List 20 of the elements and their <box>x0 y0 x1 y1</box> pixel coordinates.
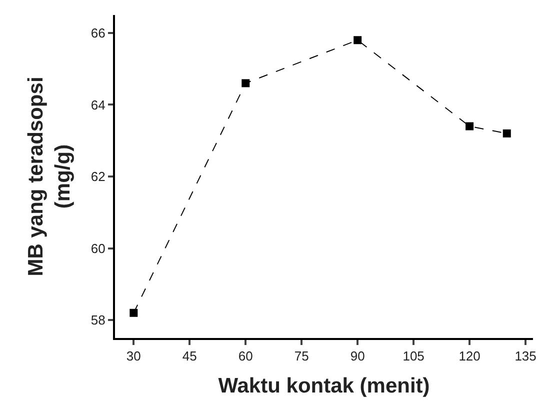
point <box>466 122 474 130</box>
point <box>130 308 138 317</box>
x-tick-label: 135 <box>514 348 536 364</box>
y-tick-label: 64 <box>90 97 106 112</box>
point <box>242 79 250 88</box>
point <box>502 129 511 138</box>
x-tick-label: 75 <box>294 348 309 364</box>
x-tick-label: 105 <box>402 348 424 364</box>
y-tick-label: 58 <box>90 312 106 328</box>
y-axis-title: MB yang teradsopsi (mg/g) <box>24 76 75 276</box>
point <box>354 36 362 44</box>
y-tick-label: 60 <box>90 240 106 256</box>
x-tick-label: 60 <box>238 348 253 364</box>
x-tick-label: 120 <box>458 348 480 364</box>
x-tick-label: 45 <box>182 348 197 364</box>
y-tick-label: 62 <box>90 169 106 184</box>
y-tick-label: 66 <box>90 25 106 40</box>
x-tick-label: 90 <box>350 348 365 364</box>
x-axis-title: Waktu kontak (menit) <box>218 374 430 398</box>
x-tick-label: 30 <box>126 348 141 364</box>
